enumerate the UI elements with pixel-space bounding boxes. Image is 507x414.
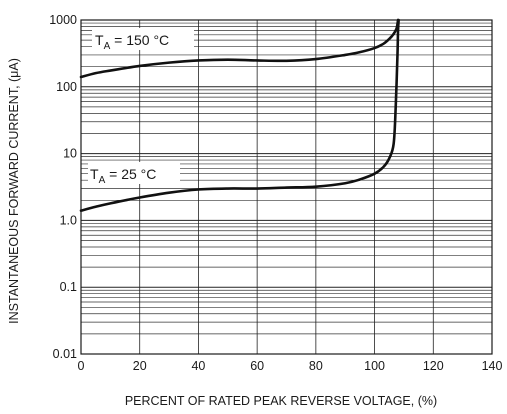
annotation-150-bg [92, 28, 194, 50]
x-tick-label: 120 [423, 359, 444, 373]
x-tick-label: 20 [133, 359, 147, 373]
x-axis-ticks: 0 20 40 60 80 100 120 140 [78, 359, 503, 373]
y-tick-label: 10 [63, 147, 77, 161]
plot-frame [80, 19, 493, 355]
x-tick-label: 100 [364, 359, 385, 373]
x-tick-label: 80 [309, 359, 323, 373]
y-axis-ticks: 0.01 0.1 1.0 10 100 1000 [49, 13, 77, 361]
x-axis-title: PERCENT OF RATED PEAK REVERSE VOLTAGE, (… [125, 394, 437, 408]
y-tick-label: 0.1 [60, 280, 77, 294]
x-tick-label: 140 [482, 359, 503, 373]
annotation-ta-25: TA = 25 °C [90, 166, 156, 186]
series-line-ta-25 [79, 18, 400, 212]
y-axis-title: INSTANTANEOUS FORWARD CURRENT, (μA) [7, 58, 21, 324]
x-tick-label: 40 [191, 359, 205, 373]
annotation-25-bg [88, 162, 180, 184]
annotation-ta-150: TA = 150 °C [95, 32, 169, 52]
minor-grid [81, 22, 492, 335]
x-tick-label: 0 [78, 359, 85, 373]
y-tick-label: 1.0 [60, 213, 77, 227]
y-tick-label: 1000 [49, 13, 77, 27]
curves [79, 18, 400, 212]
series-line-ta-150 [79, 18, 400, 79]
y-tick-label: 0.01 [53, 347, 77, 361]
y-tick-label: 100 [56, 80, 77, 94]
x-tick-label: 60 [250, 359, 264, 373]
